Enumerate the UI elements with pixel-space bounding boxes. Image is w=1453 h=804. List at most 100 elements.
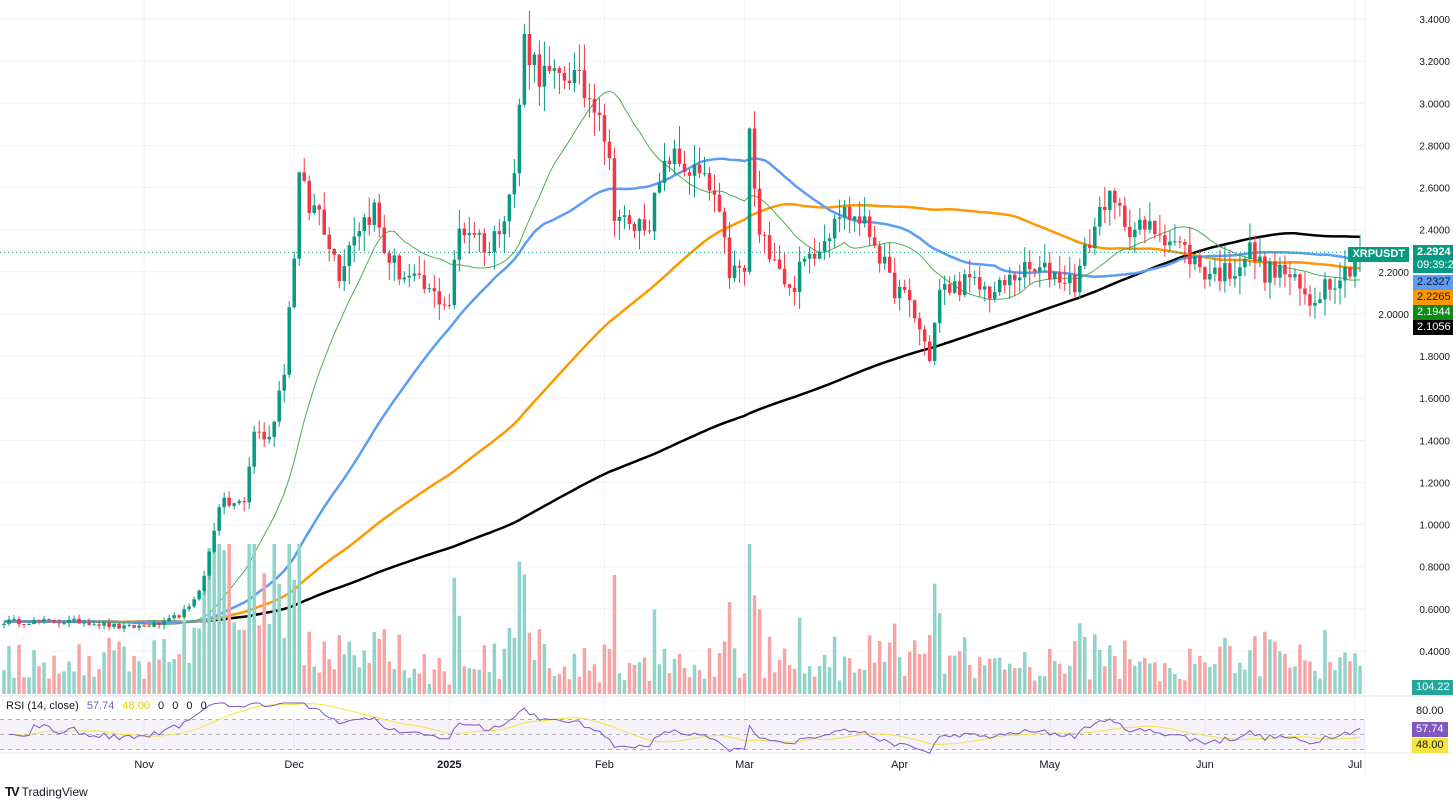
candle — [1313, 302, 1317, 306]
candle — [1017, 277, 1022, 281]
candle — [302, 172, 306, 181]
candle — [467, 233, 472, 236]
candle — [537, 54, 542, 87]
time-tick: Nov — [134, 759, 154, 771]
volume-bar — [1253, 636, 1257, 694]
candle — [917, 318, 922, 330]
candle — [32, 619, 36, 625]
candle — [782, 268, 787, 285]
volume-bar — [942, 673, 947, 694]
candle — [747, 128, 752, 272]
candle — [572, 70, 577, 84]
candle — [1303, 288, 1307, 295]
ma20-label: 2.1944 — [1413, 305, 1453, 320]
volume-bar — [77, 644, 81, 694]
volume-bar — [692, 664, 697, 694]
volume-bar — [1002, 669, 1007, 694]
candle — [387, 253, 392, 263]
volume-bar — [1007, 663, 1012, 694]
volume-bar — [107, 637, 111, 694]
candle — [822, 241, 827, 252]
volume-bar — [867, 635, 872, 694]
volume-bar — [1358, 665, 1362, 694]
candle — [42, 619, 46, 622]
volume-bar — [1158, 681, 1162, 694]
tradingview-logo[interactable]: TV TradingView — [5, 784, 88, 799]
candle — [682, 163, 687, 173]
candle — [847, 206, 852, 220]
candle — [732, 265, 737, 279]
brand-name: TradingView — [21, 784, 88, 799]
candle — [902, 286, 907, 290]
candle — [1143, 219, 1147, 230]
candle — [17, 618, 21, 625]
volume-bar — [742, 673, 747, 694]
volume-bar — [447, 684, 452, 694]
volume-bar — [1143, 657, 1147, 694]
volume-bar — [1268, 639, 1272, 694]
volume-bar — [1103, 666, 1107, 694]
volume-bar — [677, 653, 682, 694]
volume-bar — [727, 602, 732, 694]
volume-bar — [7, 646, 11, 694]
candle — [187, 606, 191, 610]
volume-bar — [507, 627, 512, 694]
volume-bar — [882, 661, 887, 694]
candle — [727, 237, 732, 279]
volume-bar — [577, 676, 582, 694]
rsi-extra-1: 0 — [172, 700, 179, 712]
candle — [332, 249, 336, 255]
candle — [1123, 205, 1127, 227]
volume-bar — [1073, 641, 1077, 694]
candle — [417, 273, 422, 276]
candle — [97, 624, 101, 626]
candle — [1308, 294, 1312, 306]
candle — [677, 148, 682, 164]
price-tick: 0.8000 — [1419, 563, 1450, 574]
chart-canvas[interactable]: 3.4000 3.2000 3.0000 2.8000 2.6000 2.4000 2.20… — [0, 0, 1453, 780]
volume-bar — [292, 579, 296, 694]
price-tick: 3.2000 — [1419, 57, 1450, 68]
candle — [977, 277, 982, 290]
volume-bar — [687, 677, 692, 694]
candle — [342, 266, 347, 282]
rsi-level-80: 80.00 — [1416, 705, 1444, 717]
volume-bar — [932, 583, 937, 694]
candle — [477, 233, 482, 235]
candle — [1353, 260, 1357, 277]
volume-bar — [157, 659, 161, 694]
candle — [742, 267, 747, 272]
volume-bar — [172, 659, 176, 694]
volume-bar — [542, 644, 547, 694]
volume-bar — [902, 675, 907, 694]
volume-bar — [877, 641, 882, 694]
candle — [952, 281, 957, 293]
symbol-label: XRPUSDT — [1348, 247, 1409, 262]
volume-bar — [767, 636, 772, 694]
volume-bar — [32, 650, 36, 694]
volume-bar — [587, 670, 592, 694]
candle — [947, 284, 952, 293]
volume-bar — [37, 666, 41, 694]
volume-bar — [152, 640, 156, 694]
volume-bar — [222, 550, 226, 694]
volume-bar — [567, 679, 572, 694]
volume-bar — [1033, 680, 1037, 694]
price-tick: 1.8000 — [1419, 352, 1450, 363]
volume-bar — [272, 544, 276, 694]
candle — [1323, 279, 1327, 300]
candle — [882, 256, 887, 264]
volume-bar — [817, 665, 822, 694]
candle — [892, 272, 897, 299]
candle — [127, 624, 131, 626]
candle — [932, 323, 937, 361]
rsi-value-label: 57.74 — [1412, 722, 1448, 737]
candle — [242, 501, 246, 503]
volume-bar — [367, 662, 372, 694]
candle — [1183, 242, 1187, 245]
candle — [202, 575, 206, 591]
volume-bar — [1133, 665, 1137, 694]
volume-bar — [512, 637, 517, 694]
candle — [322, 209, 326, 235]
volume-bar — [612, 574, 617, 694]
